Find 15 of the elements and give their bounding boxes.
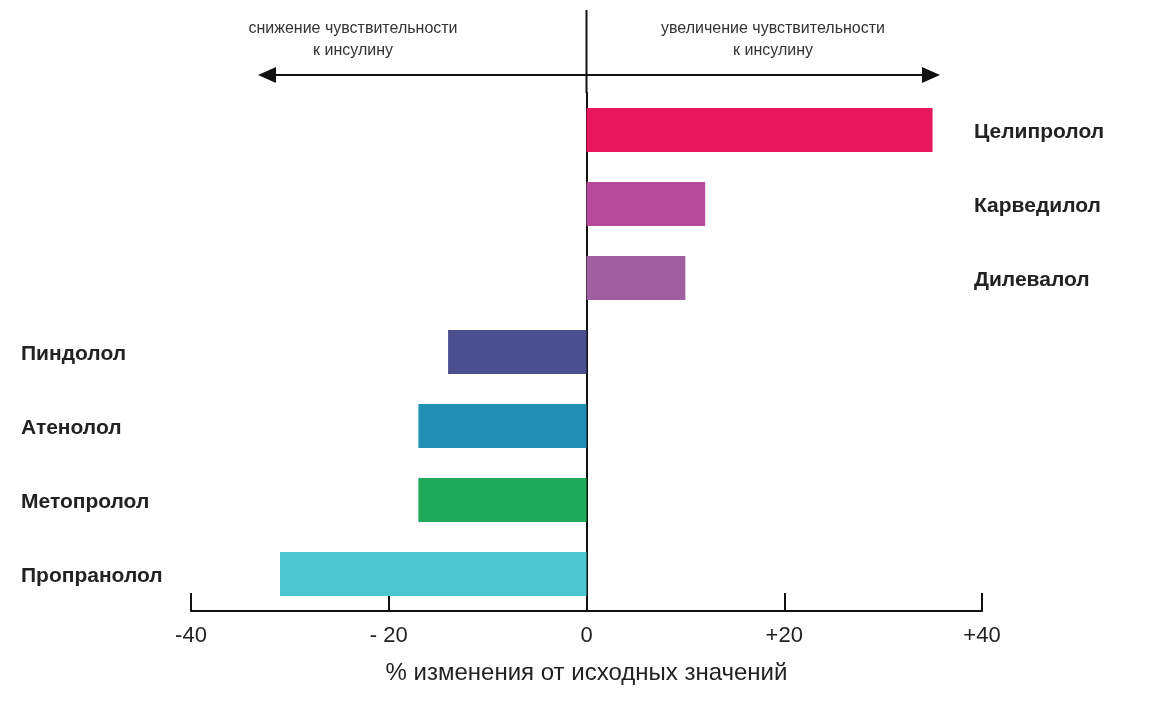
x-tick-label: - 20 <box>369 621 408 647</box>
y-tick-label: Метопролол <box>21 488 150 512</box>
x-axis-title: % изменения от исходных значений <box>385 657 788 685</box>
x-tick-label: +40 <box>963 621 1001 647</box>
x-tick-label: -40 <box>175 621 207 647</box>
x-tick-label: +20 <box>765 621 803 647</box>
text: увеличение чувствительности к инсулину <box>661 18 885 58</box>
y-tick-label: Целипролол <box>974 118 1105 142</box>
y-tick-label: Пиндолол <box>21 340 127 364</box>
y-tick-label: Дилевалол <box>974 266 1090 290</box>
text: снижение чувствительности к инсулину <box>248 18 458 58</box>
y-tick-label: Карведилол <box>974 192 1101 216</box>
x-tick-label: 0 <box>580 621 593 647</box>
y-tick-label: Атенолол <box>21 414 122 438</box>
y-tick-label: Пропранолол <box>21 562 163 586</box>
